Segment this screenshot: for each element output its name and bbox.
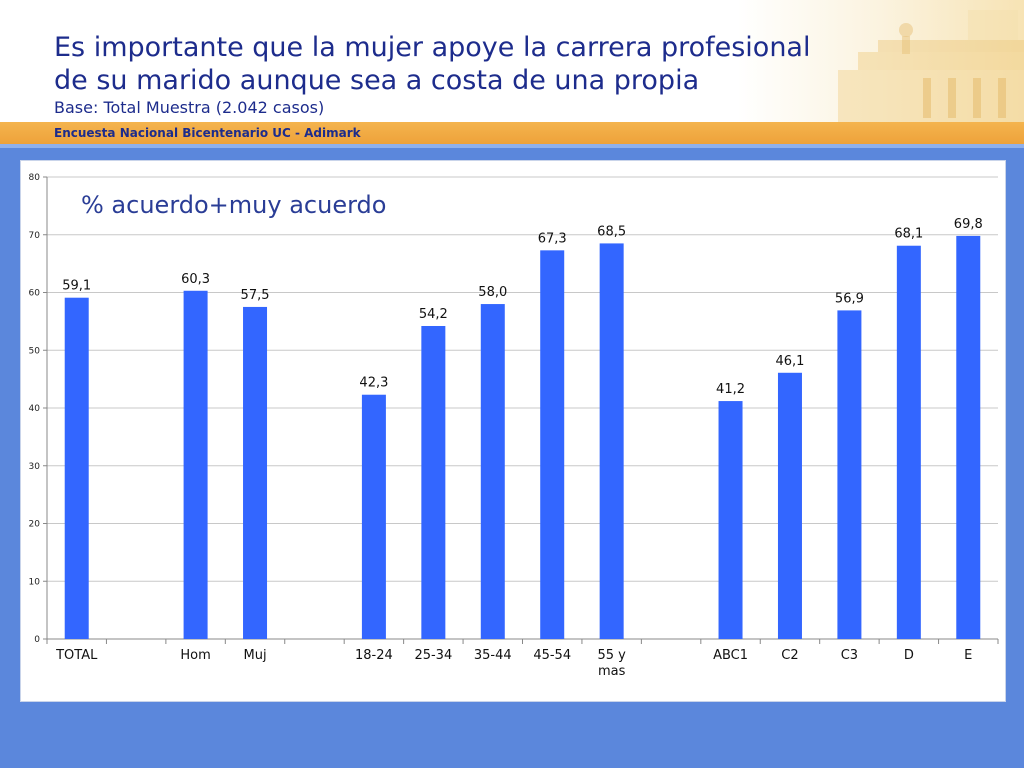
- bar: [243, 306, 268, 639]
- survey-label: Encuesta Nacional Bicentenario UC - Adim…: [54, 126, 361, 140]
- x-tick-label: C2: [781, 648, 798, 663]
- bar: [64, 297, 89, 639]
- data-labels: 59,1 60,3 57,5 42,3 54,2 58,0 67,3 68,5 41,2 46,1…: [62, 217, 983, 397]
- x-tick-label: ABC1: [713, 648, 748, 663]
- x-tick-label: 18-24: [355, 648, 393, 663]
- y-tick-label: 70: [29, 231, 41, 241]
- building-image: [838, 10, 1024, 122]
- data-label: 46,1: [775, 354, 804, 369]
- x-tick-label: D: [904, 648, 914, 663]
- x-tick-label: 25-34: [414, 648, 452, 663]
- x-tick-label: Hom: [180, 648, 210, 663]
- y-tick-label: 40: [29, 404, 41, 414]
- divider: [0, 144, 1024, 148]
- bar-chart: 0 10 20 30 40 50 60 70 80 59,1 60,3 57,5 42,3 54,2 58…: [29, 173, 999, 679]
- header: Es importante que la mujer apoye la carr…: [0, 0, 1024, 122]
- x-tick-label: 35-44: [474, 648, 512, 663]
- data-label: 67,3: [538, 231, 567, 246]
- page-title-line-1: Es importante que la mujer apoye la carr…: [54, 32, 811, 63]
- bar: [361, 394, 386, 639]
- survey-banner: [0, 122, 1024, 144]
- data-label: 60,3: [181, 272, 210, 287]
- bar: [837, 310, 862, 639]
- data-label: 56,9: [835, 291, 864, 306]
- data-label: 68,5: [597, 224, 626, 239]
- page-title-line-2: de su marido aunque sea a costa de una p…: [54, 65, 700, 96]
- x-tick-label: TOTAL: [55, 648, 98, 663]
- y-tick-label: 20: [29, 520, 41, 530]
- bar: [421, 325, 446, 639]
- x-tick-label: C3: [841, 648, 858, 663]
- bar: [896, 245, 921, 639]
- series-label: % acuerdo+muy acuerdo: [81, 191, 386, 219]
- bar: [599, 243, 624, 639]
- data-label: 54,2: [419, 307, 448, 322]
- bar: [718, 401, 743, 639]
- bars: [64, 235, 981, 639]
- y-tick-label: 10: [29, 577, 41, 587]
- y-tick-label: 50: [29, 346, 41, 356]
- y-tick-label: 60: [29, 289, 41, 299]
- chart-panel: 0 10 20 30 40 50 60 70 80 59,1 60,3 57,5 42,3 54,2 58…: [20, 160, 1006, 702]
- y-tick-label: 80: [29, 173, 41, 183]
- x-tick-label: 55 y mas: [597, 648, 626, 679]
- x-tick-label: E: [964, 648, 972, 663]
- bar: [956, 235, 981, 639]
- data-label: 42,3: [359, 376, 388, 391]
- data-label: 59,1: [62, 279, 91, 294]
- data-label: 41,2: [716, 382, 745, 397]
- page-subtitle: Base: Total Muestra (2.042 casos): [54, 98, 325, 117]
- data-label: 69,8: [954, 217, 983, 232]
- bar: [540, 250, 565, 639]
- data-label: 68,1: [894, 227, 923, 242]
- category-labels: TOTAL Hom Muj 18-24 25-34 35-44 45-54 55 y mas AB…: [55, 648, 972, 679]
- x-tick-label: 45-54: [533, 648, 571, 663]
- bar: [777, 372, 802, 639]
- x-tick-label: Muj: [243, 648, 266, 663]
- data-label: 57,5: [241, 288, 270, 303]
- bar: [183, 290, 208, 639]
- bar: [480, 304, 505, 639]
- y-tick-label: 0: [34, 635, 40, 645]
- data-label: 58,0: [478, 285, 507, 300]
- y-tick-label: 30: [29, 462, 41, 472]
